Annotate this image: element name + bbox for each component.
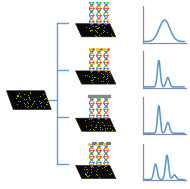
Polygon shape (76, 71, 116, 84)
Polygon shape (76, 118, 116, 131)
Polygon shape (76, 24, 116, 37)
Polygon shape (6, 91, 51, 110)
Polygon shape (76, 165, 116, 179)
